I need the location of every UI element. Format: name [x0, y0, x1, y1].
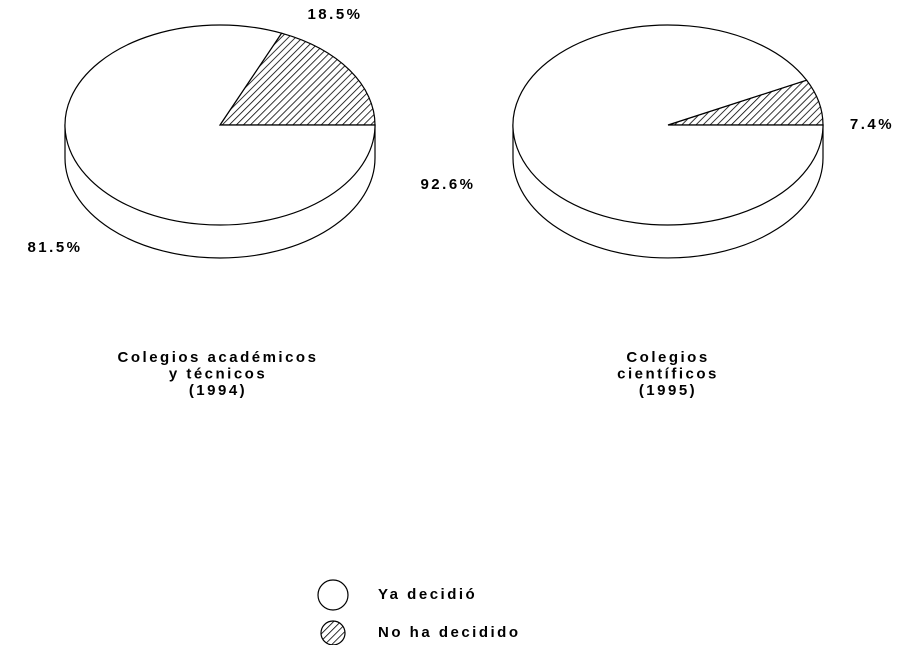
chart-title: científicos: [617, 365, 719, 382]
pie-slice: [64, 24, 376, 226]
chart-title: (1994): [189, 382, 247, 399]
value-label: 7.4%: [850, 116, 894, 133]
chart-title: Colegios: [626, 349, 709, 366]
chart-title: y técnicos: [169, 365, 267, 382]
legend-swatch: [320, 620, 346, 645]
chart-title: Colegios académicos: [118, 349, 319, 366]
value-label: 92.6%: [420, 176, 475, 193]
value-label: 18.5%: [307, 6, 362, 23]
pie-slice: [218, 32, 376, 126]
legend-label: Ya decidió: [378, 586, 477, 603]
chart-title: (1995): [639, 382, 697, 399]
legend-label: No ha decidido: [378, 624, 521, 641]
value-label: 81.5%: [27, 239, 82, 256]
pie-slice: [512, 24, 824, 226]
legend-swatch: [317, 579, 349, 611]
